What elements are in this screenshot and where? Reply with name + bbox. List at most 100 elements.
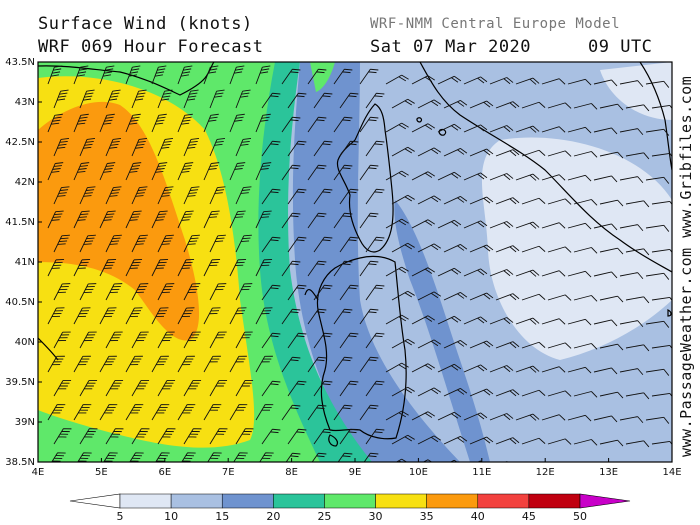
wind-barb <box>567 222 592 230</box>
model-name: WRF-NMM Central Europe Model <box>370 16 621 32</box>
wind-barb <box>437 123 462 133</box>
wind-barb <box>463 220 488 229</box>
wind-barb <box>391 434 415 445</box>
wind-barb <box>125 65 141 85</box>
wind-barb <box>47 404 66 421</box>
wind-barb <box>313 428 333 445</box>
colorbar-swatch <box>119 493 172 509</box>
wind-barb <box>489 365 514 373</box>
wind-barb <box>339 380 359 397</box>
wind-barb <box>105 137 122 157</box>
wind-barb <box>281 164 301 181</box>
wind-barb <box>287 380 307 397</box>
wind-barb <box>333 116 353 133</box>
wind-barb <box>645 368 670 376</box>
wind-barb <box>521 389 546 397</box>
wind-barb <box>47 210 64 229</box>
wind-barb <box>287 236 307 253</box>
wind-barb <box>99 113 115 133</box>
wind-barb <box>79 428 98 445</box>
wind-barb <box>99 307 117 325</box>
wind-barb <box>443 292 468 301</box>
wind-barb <box>599 295 624 303</box>
colorbar-label: 15 <box>215 510 229 523</box>
wind-barb <box>281 116 301 133</box>
colorbar-label: 50 <box>573 510 587 523</box>
wind-barb <box>235 234 252 253</box>
wind-barb <box>229 65 245 85</box>
wind-barb <box>437 219 462 229</box>
wind-barb <box>417 99 442 109</box>
wind-barb <box>385 266 409 277</box>
longitude-label: 7E <box>222 467 235 478</box>
wind-barb <box>359 164 379 181</box>
colorbar: 5 10 15 20 25 30 35 40 45 50 <box>69 493 631 523</box>
wind-barb <box>573 343 598 350</box>
wind-barb <box>151 162 168 181</box>
wind-barb <box>339 188 359 205</box>
wind-barb <box>443 148 468 157</box>
wind-barb <box>567 174 592 182</box>
wind-barb <box>411 219 435 229</box>
wind-barb <box>307 212 327 229</box>
wind-barb <box>333 68 353 85</box>
wind-barb <box>417 291 442 301</box>
wind-barb <box>568 462 591 474</box>
wind-barb <box>489 317 514 325</box>
wind-barb <box>53 186 70 205</box>
wind-barb <box>443 244 468 253</box>
wind-barb <box>177 258 195 277</box>
wind-barb <box>261 188 281 205</box>
wind-barb <box>573 295 598 302</box>
wind-barb <box>209 379 228 397</box>
wind-barb <box>131 137 148 157</box>
wind-barb <box>391 242 415 253</box>
wind-barb <box>593 271 618 279</box>
wind-barb <box>521 437 546 445</box>
wind-barb <box>73 355 91 373</box>
wind-barb <box>651 344 672 353</box>
wind-barb <box>411 123 435 133</box>
wind-barb <box>209 428 228 445</box>
wind-barb <box>47 307 65 325</box>
wind-barb <box>255 307 273 325</box>
wind-barb <box>105 89 121 109</box>
wind-barb <box>625 152 650 160</box>
wind-barb <box>437 411 462 421</box>
wind-barb <box>417 147 442 157</box>
wind-barb <box>599 391 624 399</box>
wind-barb <box>489 77 514 85</box>
colorbar-label: 35 <box>420 510 434 523</box>
wind-barb <box>79 137 96 157</box>
latitude-label: 38.5N <box>5 457 35 468</box>
wind-barb <box>515 125 540 133</box>
wind-barb <box>99 258 117 277</box>
wind-barb <box>625 392 650 400</box>
wind-barb <box>261 92 281 109</box>
latitude-label: 40.5N <box>5 297 35 308</box>
wind-barb <box>359 68 379 85</box>
longitude-label: 13E <box>599 467 618 478</box>
watermark: www.PassageWeather.com www.Gribfiles.com <box>676 62 698 462</box>
longitude-labels: 4E 5E 6E 7E 8E 9E 10E 11E 12E 13E 14E <box>32 458 682 478</box>
wind-barb <box>177 210 194 229</box>
wind-barb <box>203 210 220 229</box>
wind-barb <box>183 379 202 397</box>
longitude-label: 5E <box>95 467 108 478</box>
watermark-text: www.PassageWeather.com www.Gribfiles.com <box>677 76 695 457</box>
wind-barb <box>73 65 89 85</box>
latitude-label: 42N <box>15 177 35 188</box>
wind-barb <box>385 410 409 421</box>
wind-barb <box>53 283 71 301</box>
wind-barb <box>463 364 488 373</box>
wind-barb <box>469 244 494 253</box>
wind-barb <box>365 428 385 445</box>
latitude-label: 39.5N <box>5 377 35 388</box>
wind-barb <box>365 92 385 109</box>
wind-barb <box>437 75 462 85</box>
wind-barb <box>385 314 409 325</box>
wind-barb <box>593 79 618 87</box>
wind-barb <box>541 414 566 421</box>
wind-barb <box>385 122 409 133</box>
wind-barb <box>177 404 196 421</box>
